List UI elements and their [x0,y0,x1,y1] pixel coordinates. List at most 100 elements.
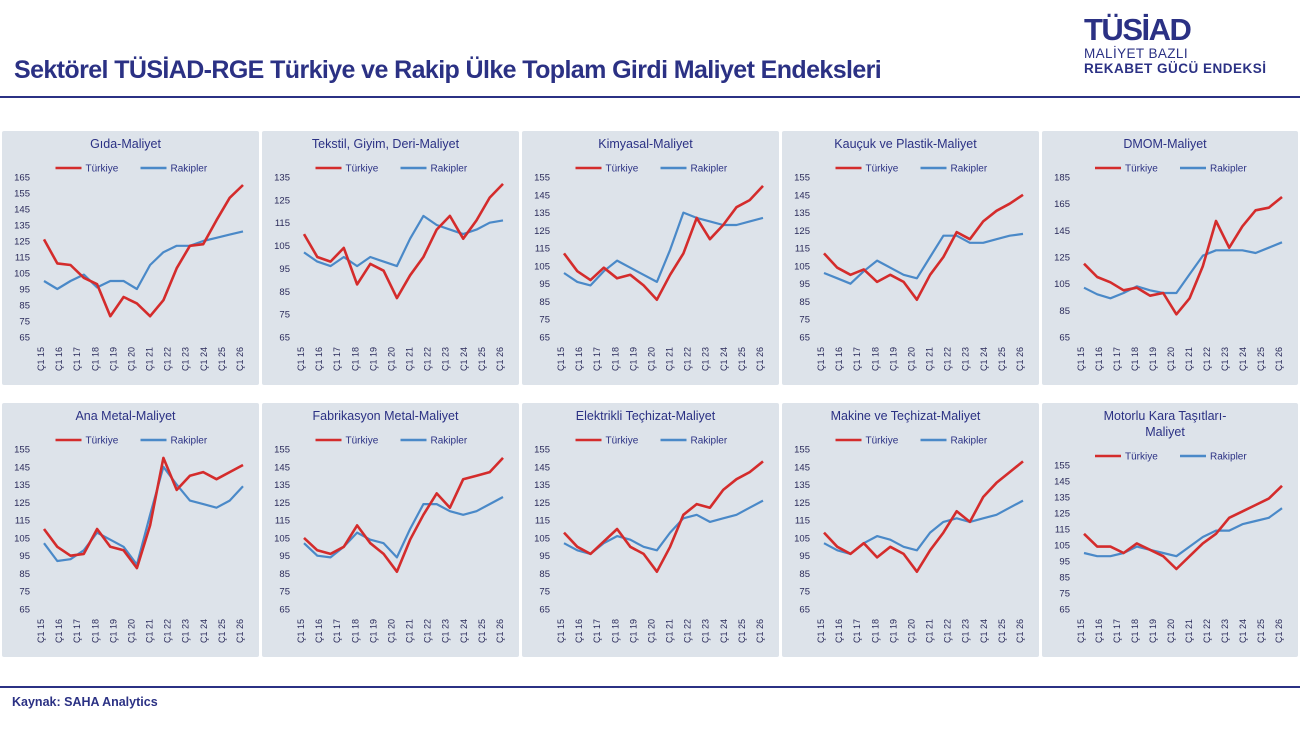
y-tick-label: 125 [274,195,290,206]
y-tick-label: 155 [1054,461,1070,472]
y-tick-label: 125 [794,498,810,509]
legend-label-turkiye: Türkiye [86,164,119,175]
y-tick-label: 155 [534,445,550,456]
y-tick-label: 65 [19,333,30,344]
footer-divider [0,686,1300,688]
x-tick-label: Ç1 16 [574,347,584,371]
series-line-rakipler [823,499,1024,555]
y-tick-label: 115 [15,253,30,264]
x-tick-label: Ç1 22 [163,619,173,643]
x-tick-label: Ç1 26 [235,347,245,371]
y-tick-label: 65 [799,333,810,344]
x-tick-label: Ç1 20 [1166,619,1176,643]
tusiad-logo: TÜSİAD MALİYET BAZLI REKABET GÜCÜ ENDEKS… [1084,14,1294,77]
x-tick-label: Ç1 15 [296,619,306,643]
x-tick-label: Ç1 17 [332,347,342,371]
x-tick-label: Ç1 26 [755,347,765,371]
y-tick-label: 135 [274,173,290,184]
x-tick-label: Ç1 24 [719,619,729,643]
y-tick-label: 95 [539,279,550,290]
chart-title: DMOM-Maliyet [1123,137,1207,151]
legend-label-rakipler: Rakipler [431,436,468,447]
series-line-rakipler [1083,507,1283,558]
x-tick-label: Ç1 26 [1015,347,1025,371]
y-tick-label: 125 [794,226,810,237]
chart-title: Ana Metal-Maliyet [75,409,176,423]
y-tick-label: 155 [274,445,290,456]
x-tick-label: Ç1 21 [405,347,415,371]
y-tick-label: 125 [1054,253,1070,264]
x-tick-label: Ç1 19 [368,619,378,643]
x-tick-label: Ç1 22 [683,347,693,371]
page-title: Sektörel TÜSİAD-RGE Türkiye ve Rakip Ülk… [14,56,882,84]
chart-title: Kauçuk ve Plastik-Maliyet [834,137,977,151]
x-tick-label: Ç1 18 [1130,619,1140,643]
x-tick-label: Ç1 19 [368,347,378,371]
legend-label-turkiye: Türkiye [1125,164,1158,175]
legend-label-turkiye: Türkiye [1125,452,1158,463]
y-tick-label: 85 [19,301,30,312]
x-tick-label: Ç1 19 [888,619,898,643]
x-tick-label: Ç1 20 [906,347,916,371]
y-tick-label: 85 [799,297,810,308]
y-tick-label: 75 [279,587,290,598]
x-tick-label: Ç1 26 [1274,619,1284,643]
legend-label-rakipler: Rakipler [951,436,988,447]
x-tick-label: Ç1 23 [701,347,711,371]
y-tick-label: 145 [794,462,810,473]
x-tick-label: Ç1 16 [54,347,64,371]
legend-label-rakipler: Rakipler [1210,164,1247,175]
legend-label-rakipler: Rakipler [691,436,728,447]
x-tick-label: Ç1 17 [852,347,862,371]
x-tick-label: Ç1 17 [72,619,82,643]
y-tick-label: 135 [14,221,30,232]
x-tick-label: Ç1 18 [610,347,620,371]
chart-title: Maliyet [1145,425,1185,439]
y-tick-label: 85 [539,297,550,308]
x-tick-label: Ç1 16 [574,619,584,643]
x-tick-label: Ç1 18 [870,619,880,643]
x-tick-label: Ç1 16 [834,347,844,371]
x-tick-label: Ç1 16 [1094,347,1104,371]
chart-panel-2: Kimyasal-Maliyet Türkiye Rakipler 155 145 135… [522,131,779,385]
y-tick-label: 145 [1054,226,1070,237]
series-line-rakipler [303,214,504,268]
chart-panel-5: Ana Metal-Maliyet Türkiye Rakipler 155 145 13… [2,403,259,657]
chart-panel-4: DMOM-Maliyet Türkiye Rakipler 185 165 145 125 1… [1042,131,1298,385]
y-tick-label: 135 [534,480,550,491]
x-tick-label: Ç1 21 [925,347,935,371]
x-tick-label: Ç1 19 [108,347,118,371]
y-tick-label: 145 [14,462,30,473]
x-tick-label: Ç1 17 [72,347,82,371]
x-tick-label: Ç1 21 [665,619,675,643]
x-tick-label: Ç1 15 [1076,619,1086,643]
x-tick-label: Ç1 17 [852,619,862,643]
chart-title: Motorlu Kara Taşıtları- [1104,409,1227,423]
y-tick-label: 145 [274,462,290,473]
y-tick-label: 135 [794,480,810,491]
chart-title: Gıda-Maliyet [90,137,161,151]
chart-panel-6: Fabrikasyon Metal-Maliyet Türkiye Rakipler… [262,403,519,657]
y-tick-label: 75 [539,315,550,326]
y-tick-label: 125 [534,226,550,237]
chart-svg-4: DMOM-Maliyet Türkiye Rakipler 185 165 145 125 1… [1054,137,1284,371]
y-tick-label: 105 [274,533,290,544]
x-tick-label: Ç1 17 [592,347,602,371]
y-tick-label: 75 [539,587,550,598]
series-line-rakipler [43,230,244,291]
y-tick-label: 95 [1059,557,1070,568]
x-tick-label: Ç1 19 [108,619,118,643]
x-tick-label: Ç1 17 [332,619,342,643]
y-tick-label: 155 [14,445,30,456]
x-tick-label: Ç1 22 [683,619,693,643]
x-tick-label: Ç1 23 [1220,347,1230,371]
x-tick-label: Ç1 20 [906,619,916,643]
y-tick-label: 145 [534,462,550,473]
source-note: Kaynak: SAHA Analytics [12,695,158,709]
x-tick-label: Ç1 22 [423,347,433,371]
x-tick-label: Ç1 23 [701,619,711,643]
chart-panel-7: Elektrikli Teçhizat-Maliyet Türkiye Rakipl… [522,403,779,657]
y-tick-label: 105 [794,261,810,272]
series-line-turkiye [42,456,244,570]
y-tick-label: 155 [14,189,30,200]
